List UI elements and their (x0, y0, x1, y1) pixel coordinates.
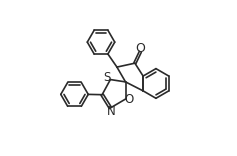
Text: N: N (107, 105, 116, 118)
Text: S: S (103, 71, 110, 84)
Text: O: O (124, 93, 134, 106)
Text: O: O (135, 42, 145, 55)
